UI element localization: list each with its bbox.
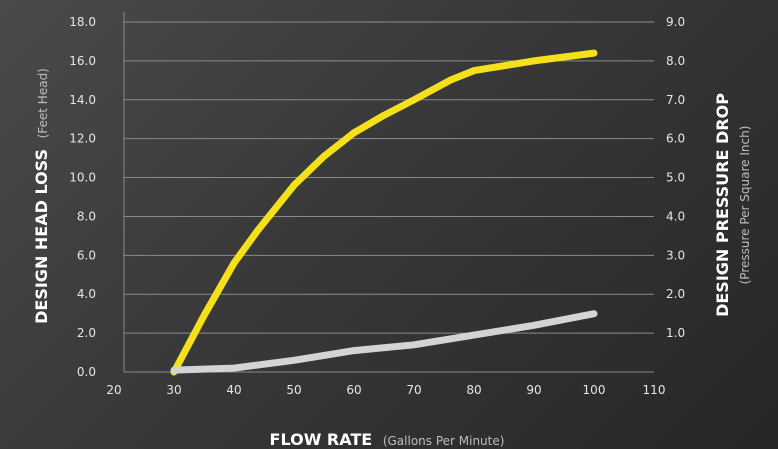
tick-layer: 0.0 2.0 4.0 6.0 8.0 10.0 12.0 14.0 16.0 18.0 1.0 2.… (69, 15, 685, 397)
y-left-tick-label: 4.0 (77, 287, 96, 301)
y-left-tick-label: 10.0 (69, 171, 96, 185)
left-axis-title: DESIGN HEAD LOSS (Feet Head) (32, 68, 51, 324)
x-tick-label: 30 (166, 383, 181, 397)
right-axis-subtitle: (Pressure Per Square Inch) (738, 126, 752, 285)
y-left-tick-label: 0.0 (77, 365, 96, 379)
y-right-tick-label: 8.0 (666, 54, 685, 68)
right-axis-title: DESIGN PRESSURE DROP (713, 93, 732, 317)
series-layer (170, 49, 598, 376)
series-line-yellow (170, 49, 598, 376)
y-right-tick-label: 9.0 (666, 15, 685, 29)
x-tick-label: 90 (526, 383, 541, 397)
y-left-tick-label: 12.0 (69, 132, 96, 146)
y-left-tick-label: 6.0 (77, 248, 96, 262)
y-left-tick-label: 14.0 (69, 93, 96, 107)
y-left-tick-label: 18.0 (69, 15, 96, 29)
x-tick-label: 110 (643, 383, 666, 397)
y-right-tick-label: 2.0 (666, 287, 685, 301)
left-axis-title-sub: (Feet Head) (36, 68, 50, 138)
series-line-gray (170, 310, 598, 374)
y-right-tick-label: 1.0 (666, 326, 685, 340)
y-right-tick-label: 3.0 (666, 248, 685, 262)
y-left-tick-label: 2.0 (77, 326, 96, 340)
y-left-tick-label: 8.0 (77, 209, 96, 223)
y-left-tick-label: 16.0 (69, 54, 96, 68)
x-tick-label: 40 (226, 383, 241, 397)
x-tick-label: 70 (406, 383, 421, 397)
x-tick-label: 20 (106, 383, 121, 397)
x-tick-label: 100 (583, 383, 606, 397)
x-tick-label: 80 (466, 383, 481, 397)
x-axis-title-main: FLOW RATE (270, 430, 373, 449)
y-right-tick-label: 4.0 (666, 209, 685, 223)
left-axis-title-main: DESIGN HEAD LOSS (32, 149, 51, 324)
x-axis-title: FLOW RATE (Gallons Per Minute) (270, 430, 505, 449)
y-right-tick-label: 7.0 (666, 93, 685, 107)
y-right-tick-label: 6.0 (666, 132, 685, 146)
x-tick-label: 60 (346, 383, 361, 397)
x-tick-label: 50 (286, 383, 301, 397)
y-right-tick-label: 5.0 (666, 171, 685, 185)
x-axis-title-sub: (Gallons Per Minute) (383, 434, 505, 448)
